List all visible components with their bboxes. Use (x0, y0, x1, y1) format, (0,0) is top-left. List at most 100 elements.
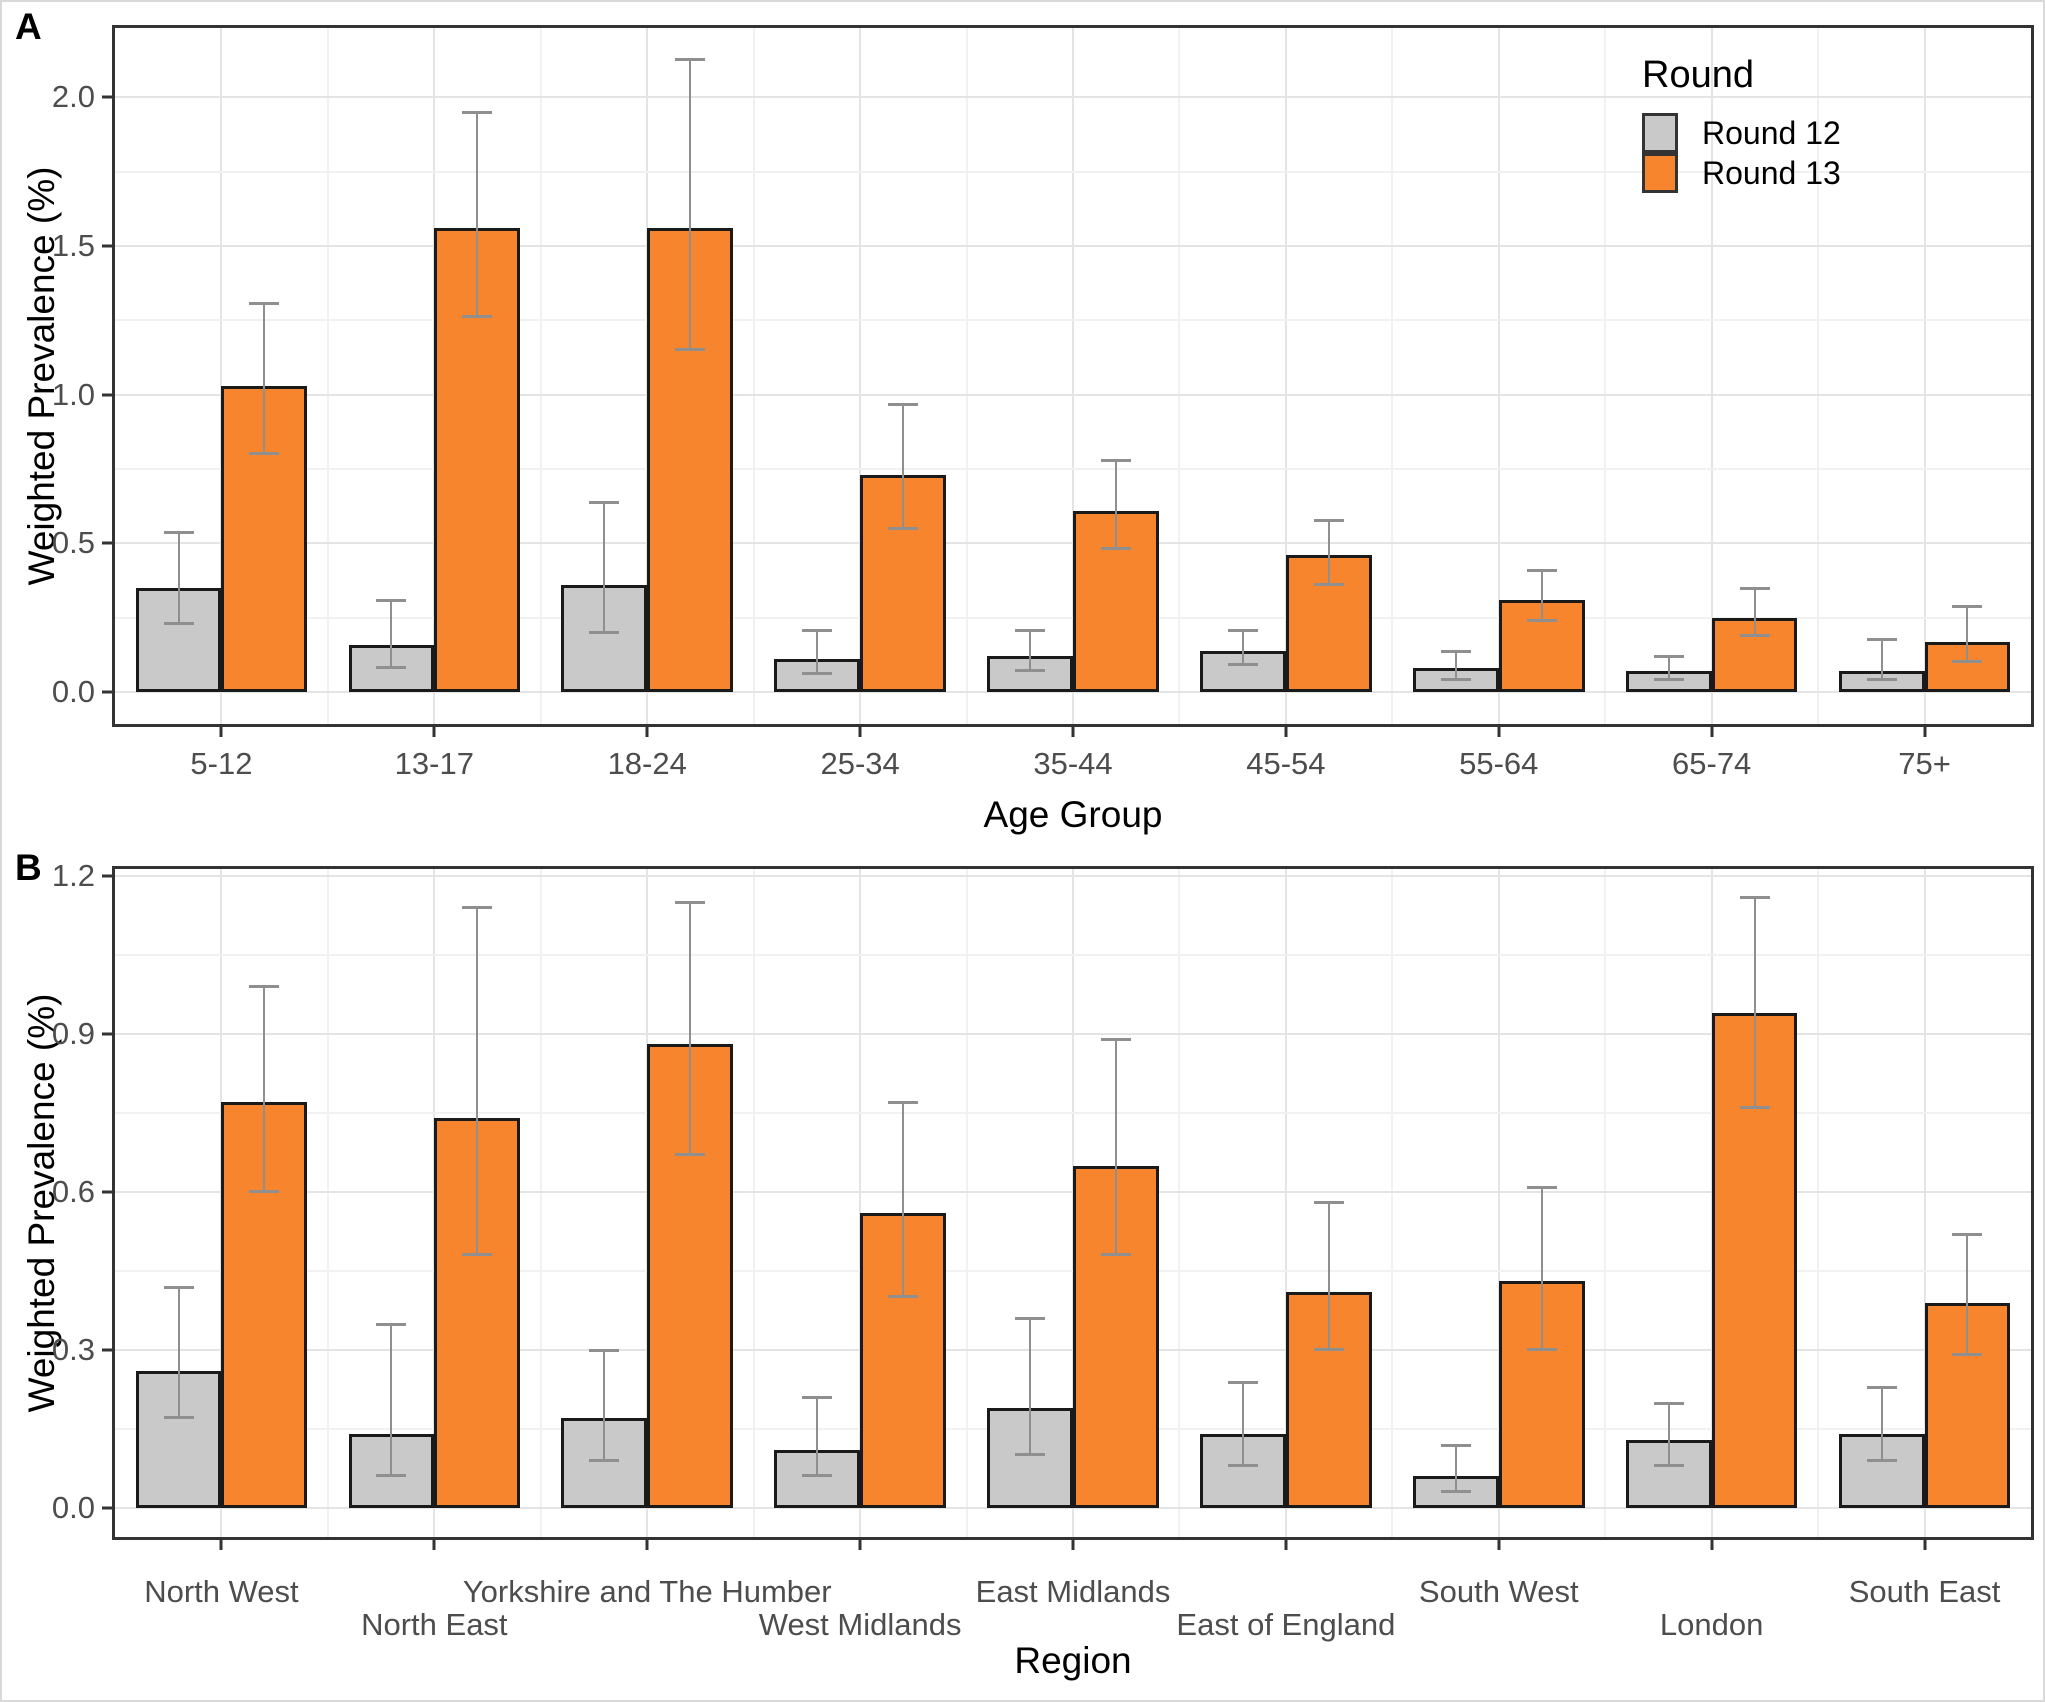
error-bar-cap-bottom (1952, 660, 1983, 664)
panel-b-tag: B (15, 847, 42, 888)
y-minor-gridline (115, 319, 2031, 322)
error-bar-cap-top (376, 1322, 407, 1326)
legend-item-label: Round 12 (1702, 114, 1841, 151)
y-axis-tick (102, 690, 115, 694)
panel-a-x-axis-title: Age Group (983, 794, 1163, 835)
error-bar-cap-bottom (1313, 1347, 1344, 1351)
error-bar (390, 1323, 393, 1477)
x-minor-gridline (965, 28, 968, 724)
error-bar-cap-bottom (1739, 1105, 1770, 1109)
y-axis-tick (102, 541, 115, 545)
x-axis-tick (1497, 1537, 1501, 1550)
error-bar-cap-top (1866, 1385, 1897, 1389)
y-axis-tick (102, 393, 115, 397)
error-bar (1966, 605, 1969, 663)
y-axis-tick (102, 874, 115, 878)
error-bar-cap-top (1526, 1185, 1557, 1189)
x-axis-tick-label: 45-54 (1246, 746, 1326, 781)
x-axis-tick (1497, 724, 1501, 737)
error-bar-cap-bottom (1100, 547, 1131, 551)
error-bar-cap-top (1526, 569, 1557, 573)
x-axis-tick (432, 724, 436, 737)
error-bar-cap-top (1739, 895, 1770, 899)
error-bar-cap-top (1313, 1201, 1344, 1205)
error-bar-cap-bottom (589, 630, 620, 634)
y-axis-tick-label: 0.0 (51, 1490, 95, 1526)
error-bar-cap-top (376, 598, 407, 602)
x-major-gridline (1923, 869, 1926, 1537)
error-bar-cap-top (1952, 604, 1983, 608)
bar-round-13 (647, 228, 733, 693)
x-axis-tick-label: South West (1418, 1574, 1579, 1609)
error-bar (1241, 1381, 1244, 1466)
error-bar-cap-top (1227, 628, 1258, 632)
y-major-gridline (115, 691, 2031, 694)
error-bar-cap-top (1440, 649, 1471, 653)
x-minor-gridline (539, 28, 542, 724)
error-bar-cap-top (163, 530, 194, 534)
x-axis-tick-label: 35-44 (1033, 746, 1113, 781)
error-bar (1880, 1386, 1883, 1461)
x-axis-tick-label: 18-24 (607, 746, 687, 781)
error-bar-cap-bottom (462, 315, 493, 319)
bar-round-13 (221, 385, 308, 693)
error-bar (816, 629, 819, 675)
legend-item-round13: Round 13 (1642, 153, 1841, 193)
x-axis-tick-label: 25-34 (820, 746, 900, 781)
error-bar (1241, 629, 1244, 666)
x-axis-tick (219, 724, 223, 737)
x-axis-tick-label: Yorkshire and The Humber (462, 1574, 832, 1609)
x-minor-gridline (539, 869, 542, 1537)
error-bar (1966, 1234, 1969, 1356)
x-minor-gridline (1178, 869, 1181, 1537)
x-axis-tick-label: 65-74 (1672, 746, 1752, 781)
error-bar-cap-top (1866, 637, 1897, 641)
y-axis-tick-label: 1.5 (51, 228, 95, 264)
error-bar-cap-bottom (163, 621, 194, 625)
y-minor-gridline (115, 170, 2031, 173)
error-bar (1029, 629, 1032, 672)
error-bar-cap-top (802, 628, 833, 632)
x-axis-tick (645, 724, 649, 737)
y-axis-tick-label: 0.0 (51, 674, 95, 710)
error-bar (689, 902, 692, 1156)
x-major-gridline (220, 28, 223, 724)
error-bar-cap-top (462, 111, 493, 115)
bar-round-12 (1200, 1434, 1286, 1509)
x-axis-tick (858, 724, 862, 737)
x-axis-tick-label: West Midlands (758, 1607, 962, 1642)
y-minor-gridline (115, 468, 2031, 471)
error-bar (1114, 460, 1117, 550)
error-bar-cap-bottom (249, 452, 280, 456)
error-bar (1540, 1186, 1543, 1350)
x-minor-gridline (752, 869, 755, 1537)
x-minor-gridline (1178, 28, 1181, 724)
y-major-gridline (115, 393, 2031, 396)
error-bar (263, 986, 266, 1192)
x-axis-tick-label: 5-12 (190, 746, 253, 781)
x-major-gridline (1497, 28, 1500, 724)
x-axis-tick (219, 1537, 223, 1550)
error-bar (476, 907, 479, 1256)
error-bar-cap-bottom (1440, 1490, 1471, 1494)
error-bar (1327, 519, 1330, 586)
error-bar (177, 531, 180, 624)
error-bar (1454, 1444, 1457, 1493)
panel-b-x-axis-title: Region (1014, 1640, 1132, 1681)
x-axis-tick-label: 75+ (1898, 746, 1951, 781)
error-bar (689, 58, 692, 351)
error-bar-cap-bottom (1015, 669, 1046, 673)
y-minor-gridline (115, 1111, 2031, 1114)
y-major-gridline (115, 1032, 2031, 1035)
x-axis-tick (1710, 724, 1714, 737)
error-bar (1540, 570, 1543, 621)
y-axis-tick-label: 0.9 (51, 1015, 95, 1051)
error-bar-cap-top (462, 906, 493, 910)
x-axis-tick-label: North West (144, 1574, 299, 1609)
x-axis-tick (645, 1537, 649, 1550)
panel-a-tag: A (15, 6, 42, 47)
error-bar-cap-bottom (1866, 678, 1897, 682)
error-bar-cap-top (675, 901, 706, 905)
x-axis-tick-label: East of England (1176, 1607, 1396, 1642)
y-axis-tick (102, 1032, 115, 1036)
